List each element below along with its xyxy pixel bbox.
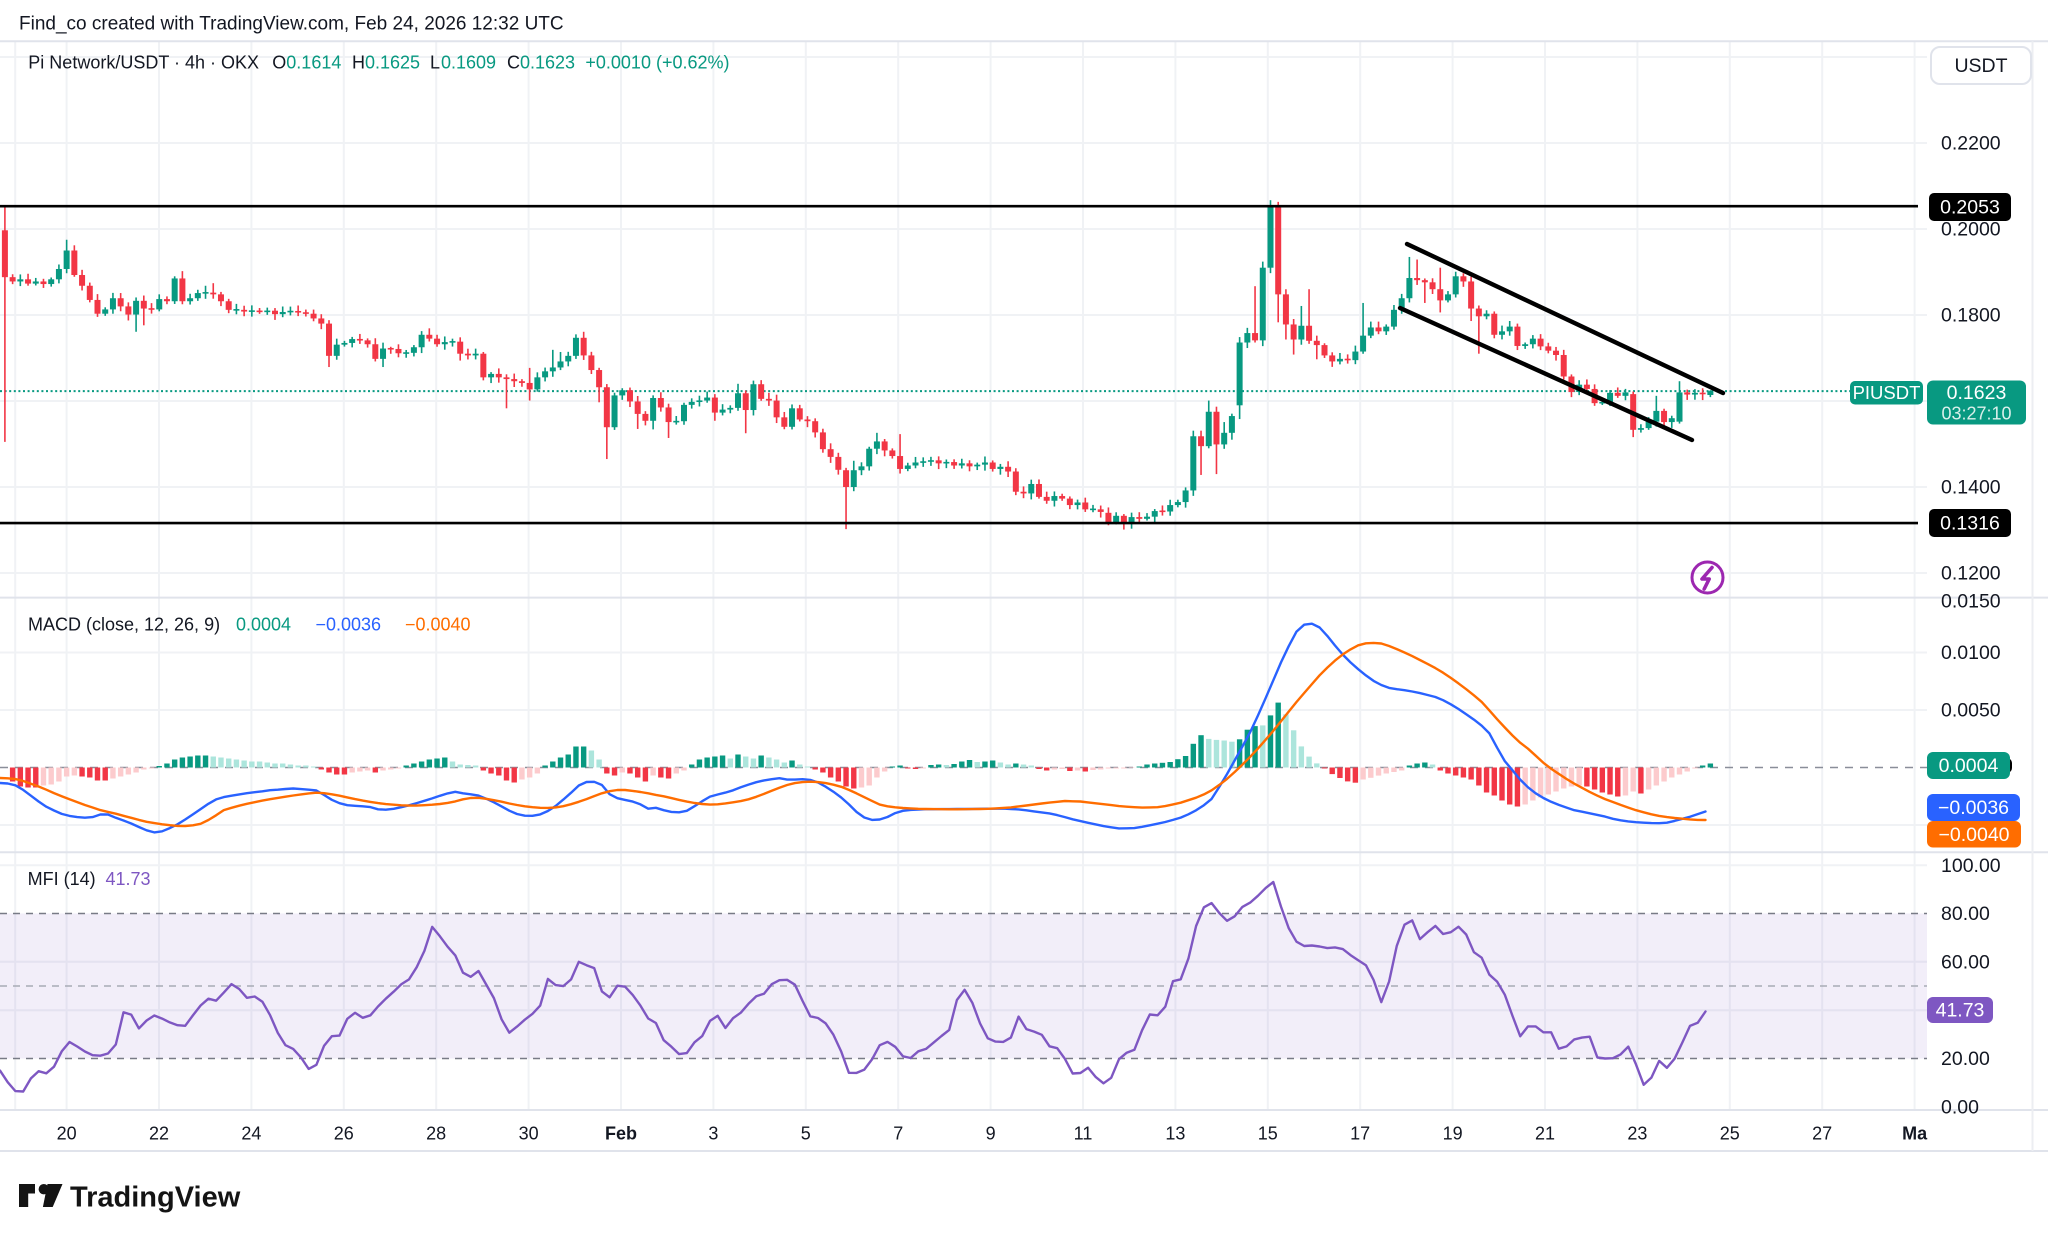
svg-text:−0.0036: −0.0036: [1938, 797, 2009, 819]
svg-text:7: 7: [893, 1124, 903, 1144]
svg-text:13: 13: [1165, 1124, 1185, 1144]
svg-text:0.0150: 0.0150: [1941, 591, 2001, 613]
svg-text:−0.0036: −0.0036: [316, 615, 382, 635]
svg-text:USDT: USDT: [1954, 55, 2007, 77]
svg-text:−0.0040: −0.0040: [1938, 824, 2009, 846]
svg-text:41.73: 41.73: [106, 869, 151, 889]
svg-text:11: 11: [1074, 1124, 1093, 1144]
svg-text:MACD (close, 12, 26, 9): MACD (close, 12, 26, 9): [28, 615, 220, 635]
svg-text:28: 28: [426, 1124, 446, 1144]
svg-text:9: 9: [986, 1124, 996, 1144]
svg-text:27: 27: [1812, 1124, 1832, 1144]
svg-text:17: 17: [1350, 1124, 1370, 1144]
svg-text:Ma: Ma: [1902, 1124, 1928, 1144]
svg-text:0.1316: 0.1316: [1940, 513, 2000, 535]
svg-text:60.00: 60.00: [1941, 952, 1990, 974]
svg-text:20.00: 20.00: [1941, 1048, 1990, 1070]
svg-text:MFI (14): MFI (14): [28, 869, 96, 889]
svg-text:0.0050: 0.0050: [1941, 700, 2001, 722]
svg-text:26: 26: [334, 1124, 354, 1144]
svg-text:0.1614: 0.1614: [286, 53, 341, 73]
svg-text:80.00: 80.00: [1941, 903, 1990, 925]
svg-text:−0.0040: −0.0040: [405, 615, 471, 635]
svg-text:L: L: [430, 53, 440, 73]
svg-text:Feb: Feb: [605, 1124, 637, 1144]
svg-text:H: H: [352, 53, 365, 73]
svg-text:+0.0010 (+0.62%): +0.0010 (+0.62%): [585, 53, 729, 73]
svg-text:0.1623: 0.1623: [520, 53, 575, 73]
svg-text:19: 19: [1443, 1124, 1463, 1144]
svg-text:0.1400: 0.1400: [1941, 477, 2001, 499]
svg-text:22: 22: [149, 1124, 169, 1144]
svg-text:0.1200: 0.1200: [1941, 563, 2001, 585]
svg-text:03:27:10: 03:27:10: [1941, 404, 2011, 424]
svg-text:41.73: 41.73: [1936, 1000, 1985, 1022]
svg-text:0.1609: 0.1609: [441, 53, 496, 73]
svg-text:100.00: 100.00: [1941, 855, 2001, 877]
svg-text:Pi Network/USDT · 4h · OKX: Pi Network/USDT · 4h · OKX: [28, 53, 259, 73]
svg-text:0.2200: 0.2200: [1941, 133, 2001, 155]
svg-text:0.0004: 0.0004: [1939, 755, 1999, 777]
svg-text:0.1800: 0.1800: [1941, 305, 2001, 327]
svg-text:0.2000: 0.2000: [1941, 219, 2001, 241]
svg-text:30: 30: [519, 1124, 539, 1144]
svg-text:0.1623: 0.1623: [1947, 382, 2007, 404]
svg-text:21: 21: [1535, 1124, 1555, 1144]
svg-text:15: 15: [1258, 1124, 1278, 1144]
svg-text:C: C: [507, 53, 520, 73]
svg-text:0.00: 0.00: [1941, 1097, 1979, 1119]
svg-text:20: 20: [57, 1124, 77, 1144]
svg-text:23: 23: [1627, 1124, 1647, 1144]
svg-text:Find_co created with TradingVi: Find_co created with TradingView.com, Fe…: [19, 14, 564, 35]
svg-text:PIUSDT: PIUSDT: [1853, 382, 1921, 403]
svg-text:0.0100: 0.0100: [1941, 642, 2001, 664]
svg-text:25: 25: [1720, 1124, 1740, 1144]
svg-text:3: 3: [708, 1124, 718, 1144]
svg-text:TradingView: TradingView: [70, 1182, 241, 1214]
svg-text:0.2053: 0.2053: [1940, 197, 2000, 219]
svg-text:24: 24: [241, 1124, 261, 1144]
svg-text:5: 5: [801, 1124, 811, 1144]
svg-text:0.0004: 0.0004: [236, 615, 291, 635]
svg-text:0.1625: 0.1625: [365, 53, 420, 73]
svg-text:O: O: [272, 53, 286, 73]
